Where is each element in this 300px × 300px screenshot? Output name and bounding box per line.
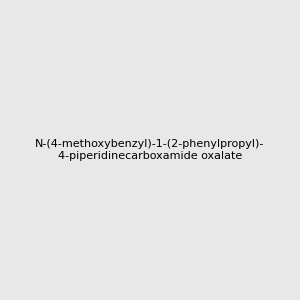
Text: N-(4-methoxybenzyl)-1-(2-phenylpropyl)-
4-piperidinecarboxamide oxalate: N-(4-methoxybenzyl)-1-(2-phenylpropyl)- … xyxy=(35,139,265,161)
